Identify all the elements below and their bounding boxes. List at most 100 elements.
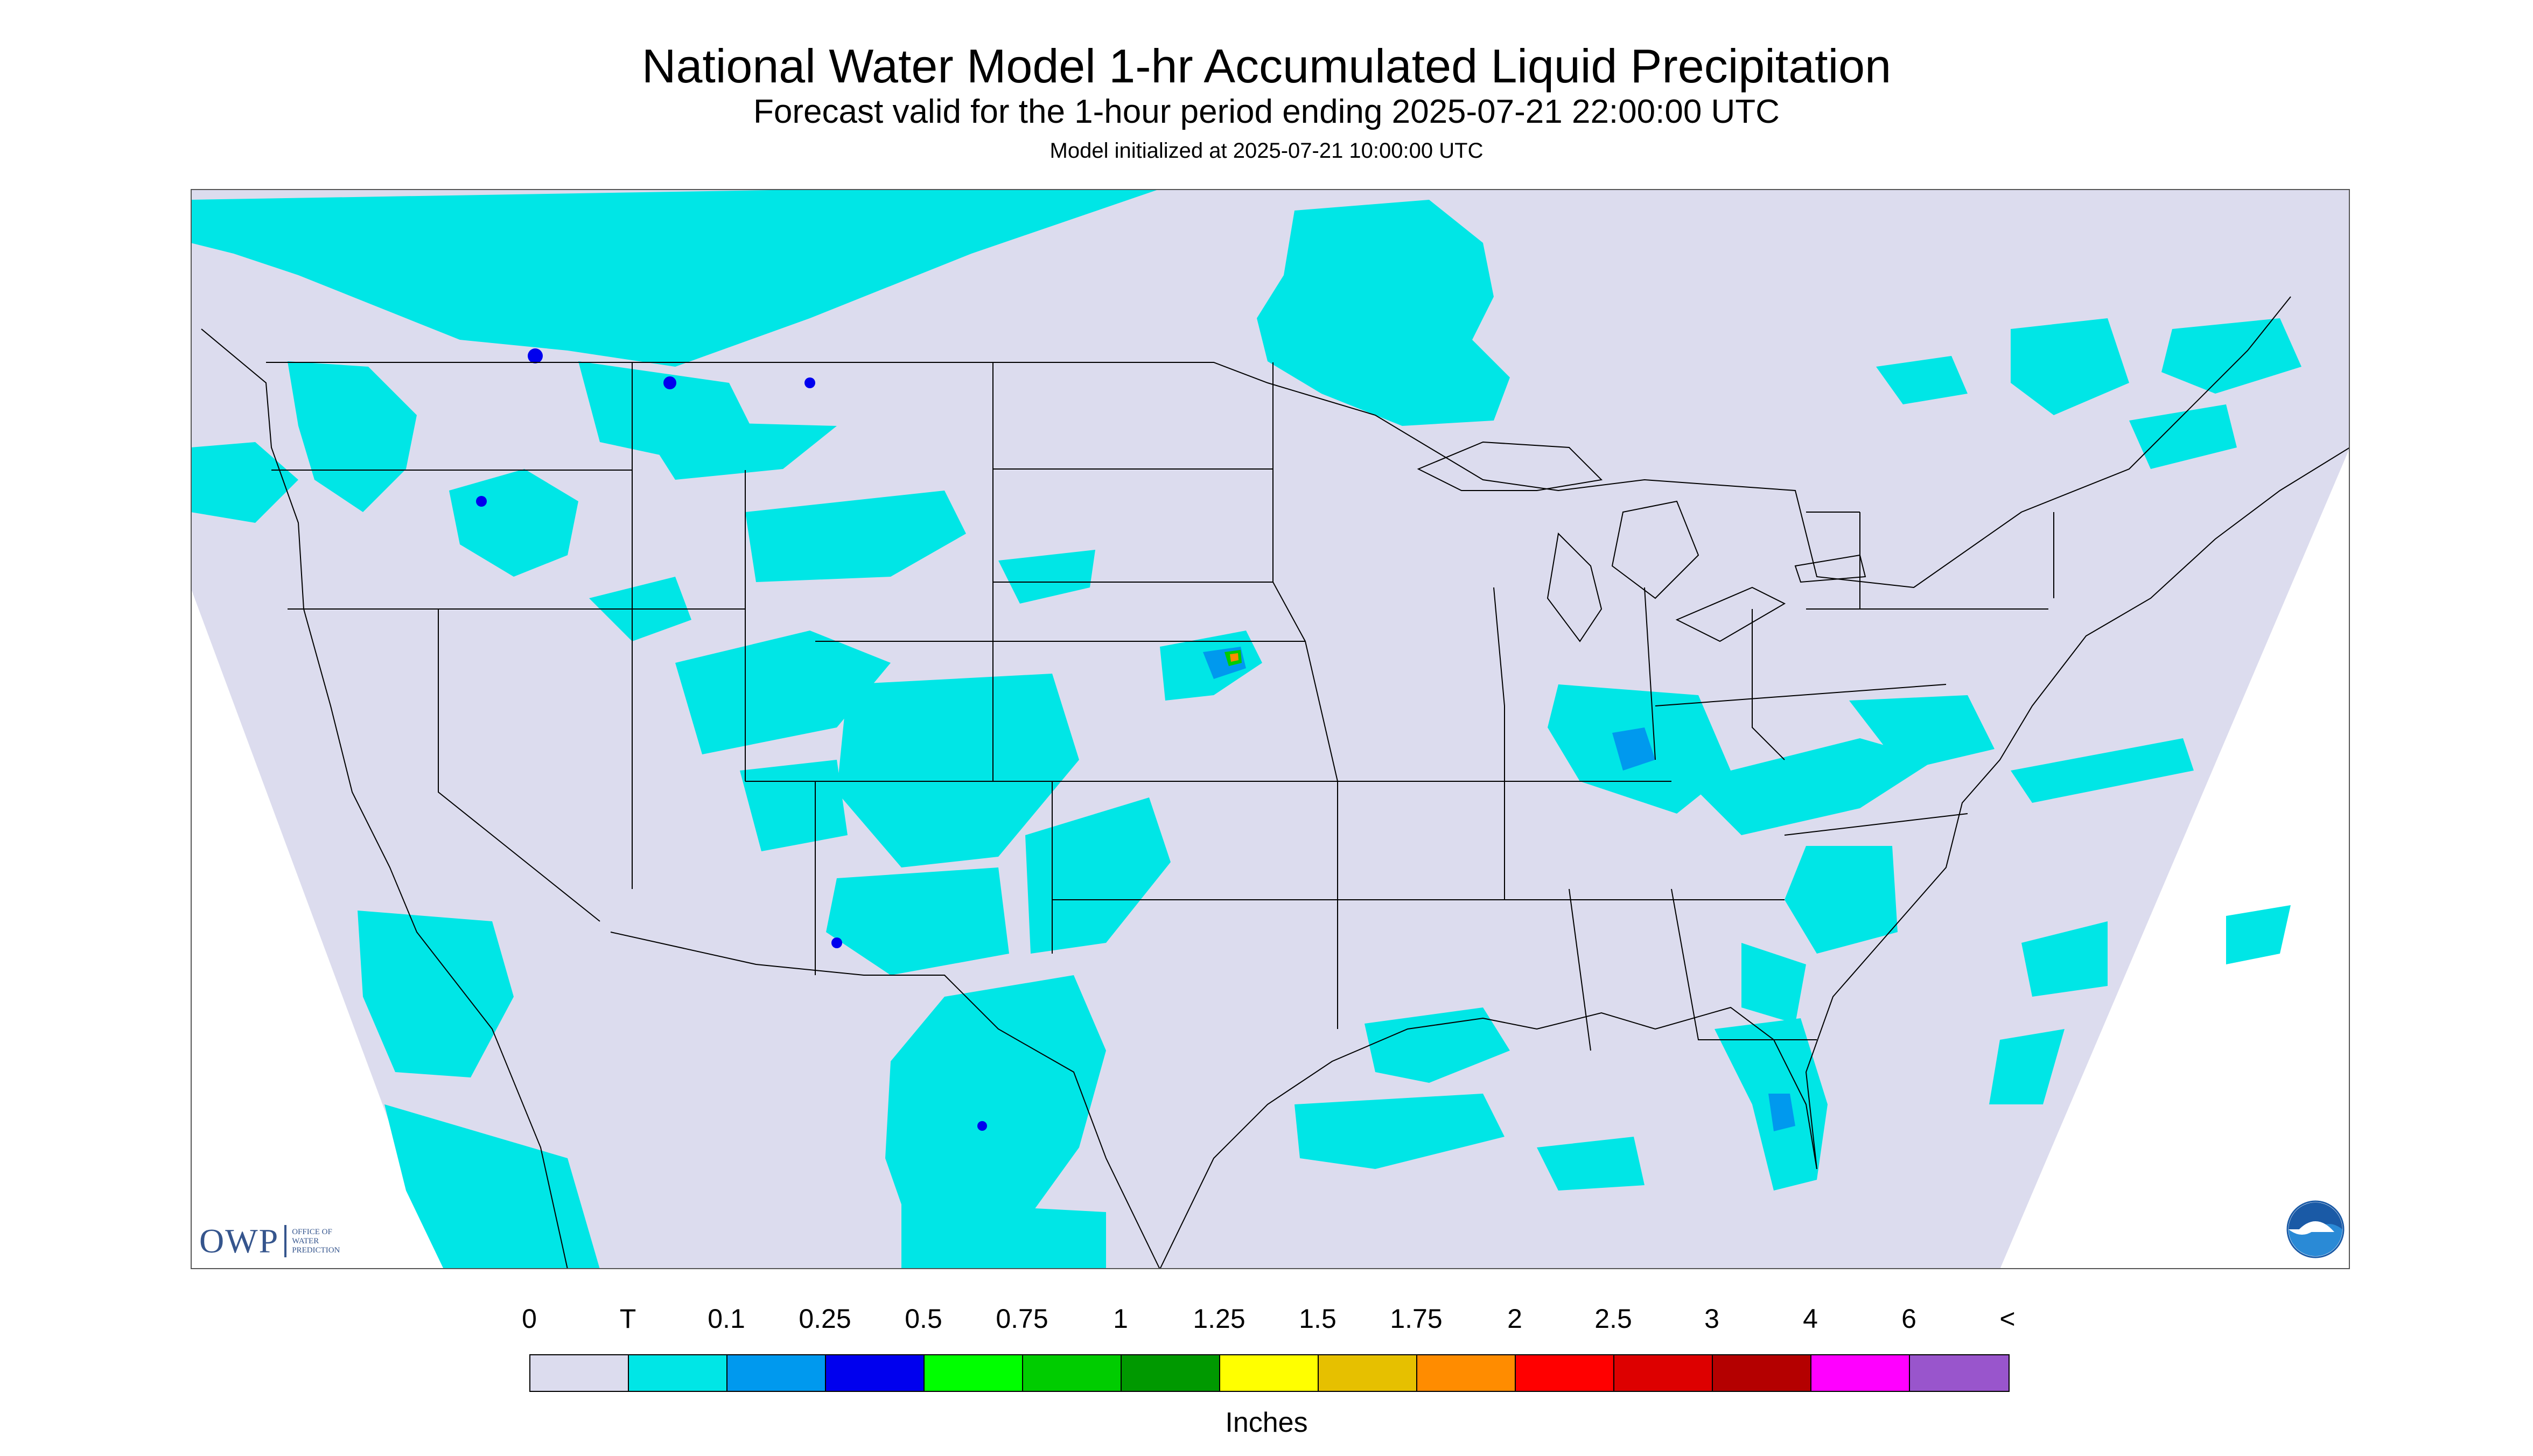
precip-area [1768, 1094, 1795, 1131]
precip-area [837, 674, 1079, 867]
legend-label: < [1999, 1304, 2016, 1334]
precipitation-map [191, 189, 2350, 1269]
legend-swatch [1319, 1355, 1417, 1391]
legend-label: 0.1 [708, 1304, 745, 1334]
owp-logo-line: Prediction [292, 1245, 340, 1255]
precip-area [288, 361, 417, 512]
owp-logo: OWP Office of Water Prediction [199, 1221, 340, 1261]
legend-swatch [1713, 1355, 1811, 1391]
precip-area [1230, 653, 1238, 662]
lake-ontario [1794, 554, 1866, 583]
precip-area [740, 760, 848, 851]
precip-area [1365, 1007, 1510, 1083]
noaa-logo [2286, 1200, 2345, 1259]
canada-border [266, 296, 2291, 589]
mexico-border [610, 932, 1160, 1269]
legend-swatch [1811, 1355, 1910, 1391]
legend-label: 2 [1507, 1304, 1522, 1334]
map-title: National Water Model 1-hr Accumulated Li… [641, 39, 1892, 93]
legend-swatch [1614, 1355, 1713, 1391]
precip-area [901, 1201, 1106, 1269]
legend-swatch [727, 1355, 826, 1391]
precip-area [191, 442, 298, 523]
legend-label: 0 [522, 1304, 537, 1334]
legend-swatch [1220, 1355, 1319, 1391]
legend-label: 0.25 [799, 1304, 851, 1334]
precip-area [191, 189, 1160, 367]
precip-area [1785, 846, 1898, 954]
precip-cell [476, 496, 487, 507]
owp-logo-divider [284, 1225, 287, 1257]
precip-area [1688, 738, 1935, 835]
legend-label: 1 [1113, 1304, 1128, 1334]
legend-label: 6 [1901, 1304, 1916, 1334]
precip-area [998, 550, 1095, 604]
legend-labels: 0 T 0.1 0.25 0.5 0.75 1 1.25 1.5 1.75 2 2.5 3 4 6 < [0, 1303, 2533, 1341]
precip-area [1537, 1137, 1645, 1191]
legend-swatch [1516, 1355, 1614, 1391]
precip-area [745, 491, 966, 582]
owp-logo-text: OWP [199, 1222, 279, 1260]
precip-area [384, 1104, 600, 1269]
precip-area [1257, 200, 1510, 426]
legend-label: 1.75 [1390, 1304, 1443, 1334]
precip-area [675, 631, 891, 754]
map-background [191, 189, 2350, 1269]
model-init-text: Model initialized at 2025-07-21 10:00:00… [1049, 139, 1484, 163]
precip-area [2021, 921, 2108, 997]
precip-area [1295, 1094, 1505, 1169]
precip-cell [528, 348, 543, 363]
precip-area [1876, 356, 1968, 404]
precip-cell [663, 376, 676, 389]
legend-units: Inches [1225, 1407, 1308, 1438]
lake-huron [1611, 500, 1699, 599]
legend-label: 0.75 [996, 1304, 1048, 1334]
precip-area [2161, 318, 2301, 394]
legend-swatch [1910, 1355, 2009, 1391]
legend-label: 0.5 [905, 1304, 942, 1334]
legend-swatch [1023, 1355, 1122, 1391]
precip-area [1989, 1029, 2065, 1104]
legend-swatch [925, 1355, 1023, 1391]
precip-area [2226, 905, 2291, 964]
legend-swatch [1122, 1355, 1220, 1391]
legend-swatch [1417, 1355, 1516, 1391]
precip-area [1849, 695, 1995, 771]
legend-swatch [629, 1355, 727, 1391]
legend-label: 2.5 [1594, 1304, 1632, 1334]
legend-colorbar [529, 1354, 2010, 1392]
precip-area [1612, 727, 1655, 771]
precip-area [2011, 738, 2194, 803]
projection-edge-left [191, 587, 444, 1269]
precip-cell [977, 1121, 987, 1131]
precip-area [826, 867, 1009, 975]
projection-edge-right [2000, 447, 2350, 1269]
precipitation-areas [191, 189, 2301, 1269]
precip-area [638, 421, 837, 480]
precip-area [1741, 943, 1806, 1024]
lake-erie [1675, 586, 1786, 642]
atlantic-coastline [1805, 447, 2350, 1170]
legend-swatch [826, 1355, 925, 1391]
owp-logo-subtext: Office of Water Prediction [292, 1228, 340, 1255]
precip-cell [804, 377, 815, 388]
precip-area [885, 975, 1106, 1266]
legend-swatch [530, 1355, 629, 1391]
map-subtitle: Forecast valid for the 1-hour period end… [753, 93, 1780, 130]
precip-area [1025, 797, 1171, 954]
precip-cell [831, 937, 842, 948]
legend-label: 1.25 [1193, 1304, 1245, 1334]
precip-area [2011, 318, 2129, 415]
owp-logo-line: Office of [292, 1227, 332, 1236]
lake-superior [1417, 441, 1603, 491]
precip-area [358, 911, 514, 1077]
state-boundaries [201, 296, 2350, 1269]
legend-label: 1.5 [1299, 1304, 1337, 1334]
map-frame [191, 189, 2350, 1269]
owp-logo-line: Water [292, 1236, 319, 1245]
legend-label: 3 [1704, 1304, 1719, 1334]
legend-label: 4 [1803, 1304, 1818, 1334]
precip-area [2129, 404, 2237, 469]
legend-label: T [619, 1304, 636, 1334]
pacific-coastline [201, 328, 568, 1269]
